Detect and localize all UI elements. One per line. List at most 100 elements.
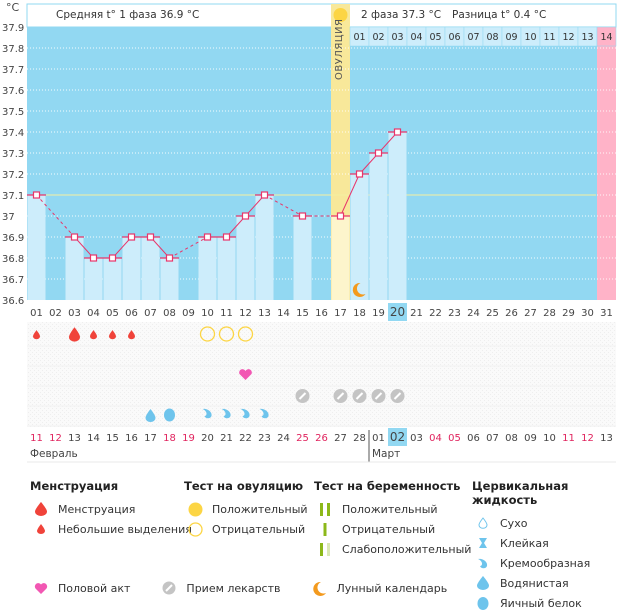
legend-item: Отрицательный [314, 519, 471, 539]
y-tick-label: 36.7 [2, 275, 24, 286]
y-tick-label: 36.8 [2, 254, 24, 265]
luteal-day-label: 02 [372, 32, 384, 43]
calendar-date-label: 03 [410, 433, 423, 444]
legend-item: Отрицательный [184, 519, 308, 539]
legend-item: Клейкая [472, 533, 626, 553]
temperature-bar [217, 237, 236, 300]
cervical-creamy-icon [259, 408, 269, 419]
legend-item: Прием лекарств [158, 578, 281, 598]
temperature-point [32, 191, 41, 199]
temperature-bar [331, 216, 350, 300]
temperature-point [355, 170, 364, 178]
phase2-average: 2 фаза 37.3 °C [361, 9, 442, 21]
cycle-day-label: 30 [581, 308, 594, 319]
calendar-date-label: 13 [68, 433, 81, 444]
temperature-point [336, 212, 345, 220]
temperature-bar [369, 153, 388, 300]
legend-title: Цервикальная жидкость [472, 479, 569, 507]
cycle-day-label: 08 [163, 308, 176, 319]
cycle-day-label: 31 [600, 308, 613, 319]
y-tick-label: 36.6 [2, 296, 24, 307]
cycle-day-label: 09 [182, 308, 195, 319]
luteal-day-label: 07 [467, 32, 479, 43]
temperature-point [108, 254, 117, 262]
legend-item: Сухо [472, 513, 626, 533]
cycle-day-label: 15 [296, 308, 309, 319]
cycle-day-label: 14 [277, 308, 290, 319]
y-tick-label: 37.9 [2, 23, 24, 34]
y-tick-label: 37.4 [2, 128, 24, 139]
calendar-date-label: 23 [258, 433, 271, 444]
watery-drop-icon [472, 576, 494, 590]
legend-label: Половой акт [58, 581, 131, 595]
legend-label: Слабоположительный [342, 542, 472, 556]
luteal-day-label: 14 [600, 32, 612, 43]
calendar-date-label: 08 [505, 433, 518, 444]
luteal-day-label: 13 [581, 32, 593, 43]
luteal-day-label: 05 [429, 32, 441, 43]
ovulation-sun-icon [333, 8, 348, 22]
calendar-date-label: 06 [467, 433, 480, 444]
calendar-date-label: 15 [106, 433, 119, 444]
legend-item: Водянистая [472, 573, 626, 593]
calendar-date-label: 21 [220, 433, 233, 444]
temperature-point [260, 191, 269, 199]
calendar-date-label: 11 [562, 433, 575, 444]
calendar-date-label: 14 [87, 433, 100, 444]
temperature-bar [198, 237, 217, 300]
pill-icon-stripe [393, 392, 402, 400]
heart-icon [239, 369, 252, 380]
cycle-day-label: 26 [505, 308, 518, 319]
calendar-date-label: 24 [277, 433, 290, 444]
calendar-date-label: 01 [372, 433, 385, 444]
egg-white-icon [472, 596, 494, 610]
blood-drop-large-icon [30, 502, 52, 516]
legend-title: Тест на овуляцию [184, 479, 304, 493]
temperature-point [241, 212, 250, 220]
cycle-day-label: 22 [429, 308, 442, 319]
luteal-day-cell [596, 26, 617, 47]
cervical-creamy-icon [202, 408, 212, 419]
y-tick-label: 36.9 [2, 233, 24, 244]
pill-icon-stripe [355, 392, 364, 400]
temperature-point [374, 149, 383, 157]
calendar-date-label: 11 [30, 433, 43, 444]
moon-icon [352, 282, 366, 297]
temperature-bar [141, 237, 160, 300]
cycle-day-label: 07 [144, 308, 157, 319]
temperature-bar [65, 237, 84, 300]
calendar-date-label: 27 [334, 433, 347, 444]
legend-label: Сухо [500, 516, 528, 530]
legend-title: Тест на беременность [314, 479, 461, 493]
temperature-point [146, 233, 155, 241]
blood-drop-small-icon [30, 524, 52, 534]
y-tick-label: 37.7 [2, 65, 24, 76]
y-tick-label: 37.1 [2, 191, 24, 202]
legend-item: Половой акт [30, 578, 130, 598]
legend-item: Кремообразная [472, 553, 626, 573]
legend-item: Небольшие выделения [30, 519, 192, 539]
cycle-day-label: 02 [49, 308, 62, 319]
cycle-day-label: 03 [68, 308, 81, 319]
temperature-point [89, 254, 98, 262]
calendar-date-label: 07 [486, 433, 499, 444]
heart-icon [30, 582, 52, 595]
calendar-date-label: 25 [296, 433, 309, 444]
cervical-eggwhite-icon [164, 408, 175, 422]
cycle-day-label: 05 [106, 308, 119, 319]
temperature-point [165, 254, 174, 262]
temperature-bar [84, 258, 103, 300]
cycle-day-label: 12 [239, 308, 252, 319]
cervical-watery-icon [145, 409, 156, 422]
next-cycle-column [597, 27, 616, 300]
temperature-bar [293, 216, 312, 300]
legend-label: Положительный [342, 502, 438, 516]
cycle-day-label: 13 [258, 308, 271, 319]
cycle-day-label: 04 [87, 308, 100, 319]
calendar-date-label: 05 [448, 433, 461, 444]
calendar-date-label: 19 [182, 433, 195, 444]
legend-label: Менструация [58, 502, 136, 516]
cycle-day-label: 29 [562, 308, 575, 319]
empty-circle-icon [184, 521, 206, 537]
temperature-difference: Разница t° 0.4 °C [452, 9, 547, 21]
